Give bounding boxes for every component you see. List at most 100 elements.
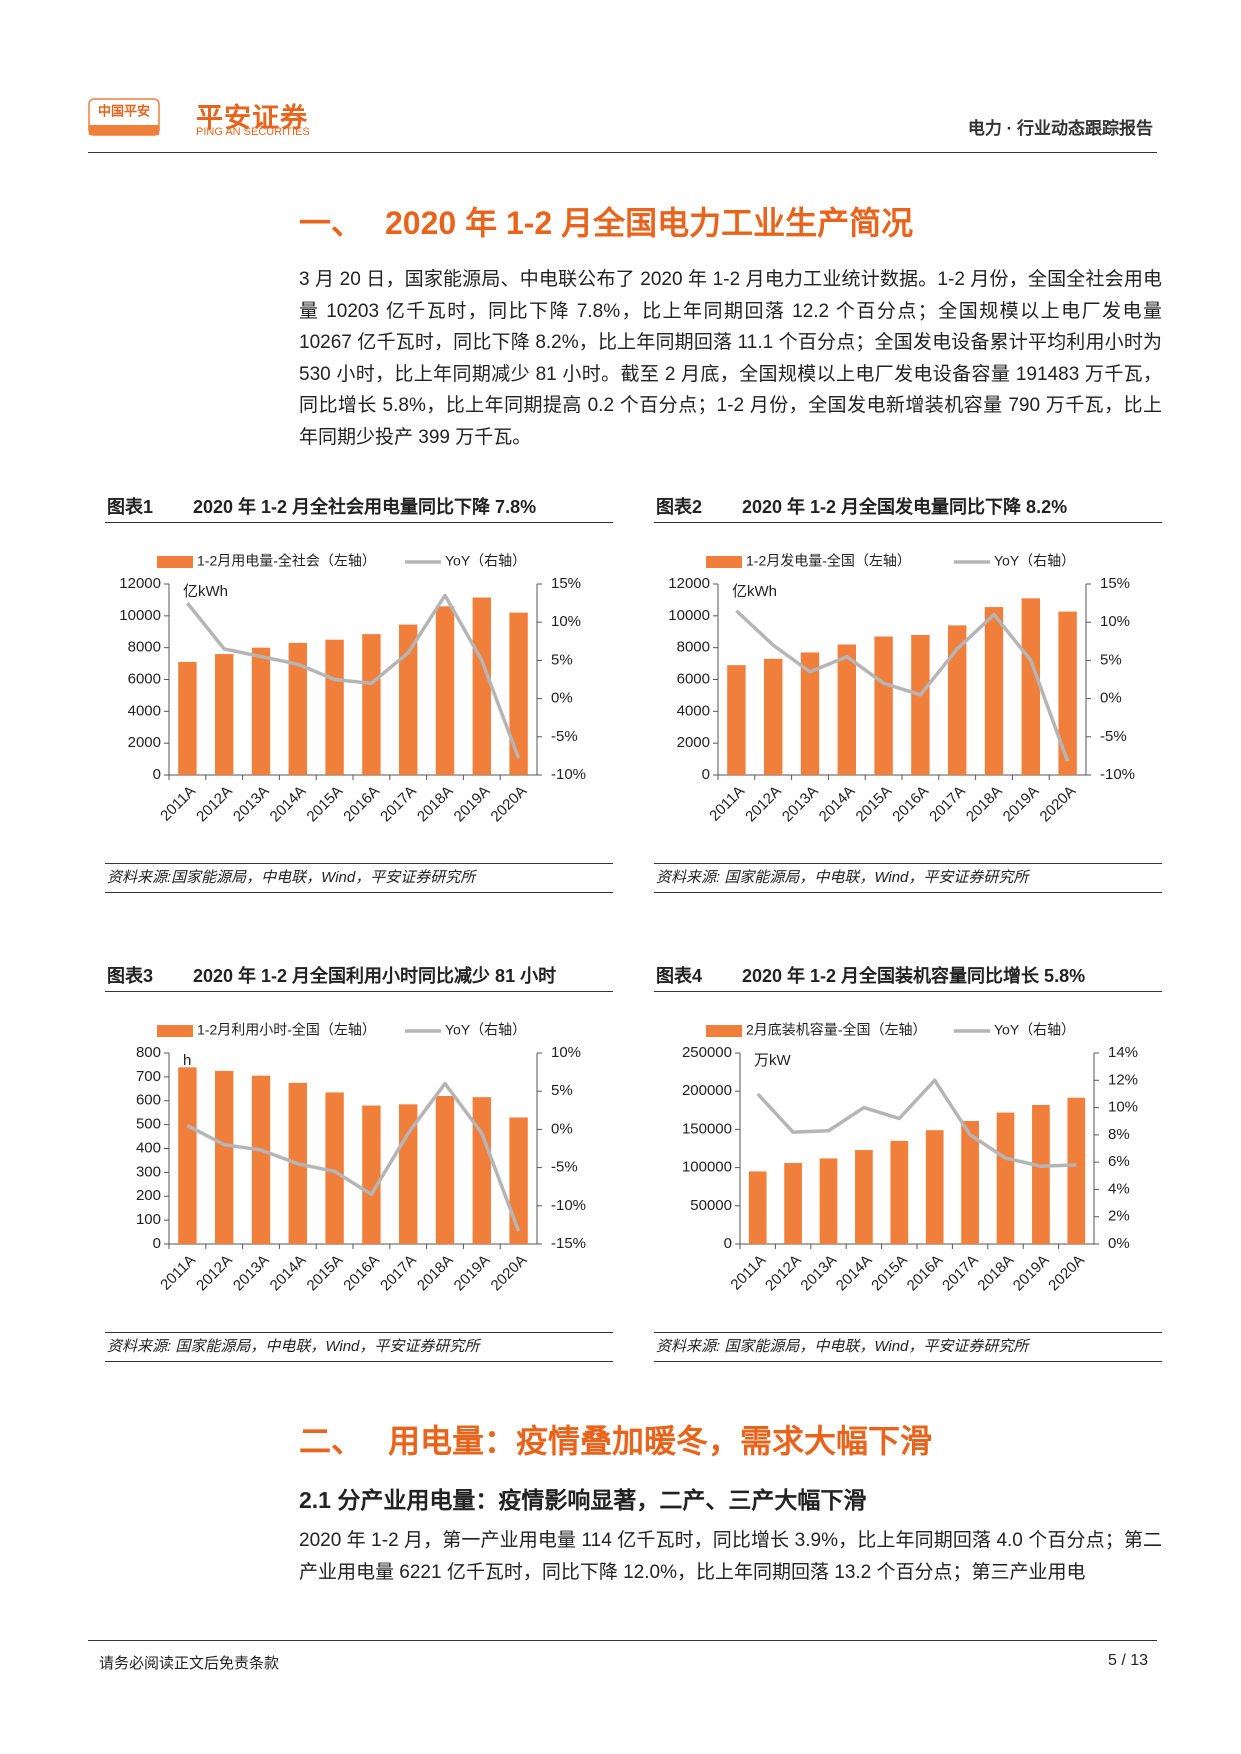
y-tick-label: 8000 [677,639,710,656]
bar [215,1070,234,1244]
legend-label: 1-2月发电量-全国（左轴） [746,553,911,569]
x-tick-label: 2019A [1010,1252,1053,1295]
figure-label: 图表3 [107,966,154,986]
legend-label: YoY（右轴） [994,1022,1075,1038]
x-tick-label: 2013A [779,783,822,826]
unit-label: 亿kWh [732,583,777,600]
legend-swatch [157,556,193,568]
paragraph: 3 月 20 日，国家能源局、中电联公布了 2020 年 1-2 月电力工业统计… [299,269,1162,448]
x-tick-label: 2013A [797,1252,840,1295]
x-tick-label: 2013A [230,1252,273,1295]
figure: 图表4 2020 年 1-2 月全国装机容量同比增长 5.8% 0 50000 100… [654,961,1162,1362]
bar [178,1067,197,1244]
y2-tick-label: 12% [1108,1071,1138,1088]
x-tick-label: 2012A [193,783,236,826]
x-tick-label: 2014A [833,1252,876,1295]
y2-tick-label: -10% [551,766,586,783]
x-tick-label: 2017A [926,783,969,826]
y-tick-label: 6000 [128,670,161,687]
bar [961,1120,979,1244]
figure-caption: 2020 年 1-2 月全社会用电量同比下降 7.8% [193,497,537,517]
y2-tick-label: -5% [551,728,578,745]
y2-tick-label: 0% [1100,690,1122,707]
y2-tick-label: 10% [1108,1099,1138,1116]
y-tick-label: 4000 [677,702,710,719]
brand: 平安证券 [196,103,308,133]
page-number: 5 / 13 [1107,1652,1148,1669]
bar [251,647,271,775]
bar [435,606,455,775]
brand-en: PING AN SECURITIES [196,126,310,138]
source: 资料来源: 国家能源局，中电联，Wind，平安证券研究所 [654,1332,1162,1362]
y-tick-label: 250000 [682,1044,732,1061]
y-tick-label: 600 [136,1092,161,1109]
x-tick-label: 2014A [816,783,859,826]
figure-label: 图表1 [107,497,154,517]
y-tick-label: 100000 [682,1159,732,1176]
y-tick-label: 0 [724,1235,732,1252]
report-type: 电力 · 行业动态跟踪报告 [967,119,1153,138]
figure: 图表1 2020 年 1-2 月全社会用电量同比下降 7.8% 0 2000 4000… [105,492,613,893]
figure-caption: 2020 年 1-2 月全国利用小时同比减少 81 小时 [193,966,557,986]
unit-label: 万kW [754,1052,792,1069]
x-tick-label: 2018A [963,783,1006,826]
y2-tick-label: -5% [1100,728,1127,745]
y-tick-label: 0 [702,766,710,783]
y2-tick-label: -5% [551,1159,578,1176]
chart: 0 50000 100000 150000 200000 250000 0% 2% 4% 6% 8%… [682,1022,1138,1295]
x-tick-label: 2019A [1000,783,1043,826]
y-tick-label: 0 [153,766,161,783]
bar [362,1105,381,1244]
bar [1021,598,1040,775]
bar [800,652,820,775]
legend-swatch [706,1025,742,1037]
x-tick-label: 2012A [762,1252,805,1295]
bar [874,636,893,775]
y2-tick-label: 15% [1100,575,1130,592]
line [186,1081,521,1232]
y-tick-label: 0 [153,1235,161,1252]
figure-title: 图表3 2020 年 1-2 月全国利用小时同比减少 81 小时 [105,961,613,992]
section-number: 一、 [299,205,364,241]
y2-tick-label: 10% [551,1044,581,1061]
y-tick-label: 12000 [119,575,161,592]
y-tick-label: 50000 [690,1197,732,1214]
y-tick-label: 200000 [682,1082,732,1099]
y-tick-label: 6000 [677,670,710,687]
x-tick-label: 2020A [1045,1252,1088,1295]
y-tick-label: 4000 [128,702,161,719]
chart: 0 2000 4000 6000 8000 10000 12000 -10% -5% 0% 5% 10… [119,553,586,826]
x-tick-label: 2015A [304,1252,347,1295]
bar [855,1150,873,1244]
bar [1058,611,1077,775]
bar [472,1097,491,1244]
bar [399,624,418,775]
figure: 图表3 2020 年 1-2 月全国利用小时同比减少 81 小时 0 100 200 3… [105,961,613,1362]
y2-tick-label: 4% [1108,1180,1130,1197]
y-tick-label: 10000 [668,607,710,624]
x-tick-label: 2016A [904,1252,947,1295]
source: 资料来源:国家能源局，中电联，Wind，平安证券研究所 [105,863,613,893]
figure-caption: 2020 年 1-2 月全国装机容量同比增长 5.8% [742,966,1086,986]
x-tick-label: 2011A [727,1252,769,1294]
figure-caption: 2020 年 1-2 月全国发电量同比下降 8.2% [742,497,1068,517]
legend-label: 1-2月用电量-全社会（左轴） [197,553,376,569]
bar [215,654,234,775]
y2-tick-label: 0% [1108,1235,1130,1252]
x-tick-label: 2015A [304,783,347,826]
bar [362,634,381,775]
x-tick-label: 2011A [157,783,199,825]
line [756,1078,1077,1168]
y2-tick-label: 14% [1108,1044,1138,1061]
x-tick-label: 2020A [488,1252,531,1295]
bar [819,1158,838,1244]
section-number: 二、 [299,1423,364,1459]
x-tick-label: 2014A [267,1252,310,1295]
logo-text: 中国平安 [98,103,150,118]
line [735,609,1070,762]
y2-tick-label: 0% [551,1120,573,1137]
bar [727,665,746,775]
figure-title: 图表2 2020 年 1-2 月全国发电量同比下降 8.2% [654,492,1162,523]
x-tick-label: 2017A [939,1252,982,1295]
bar [948,625,967,775]
